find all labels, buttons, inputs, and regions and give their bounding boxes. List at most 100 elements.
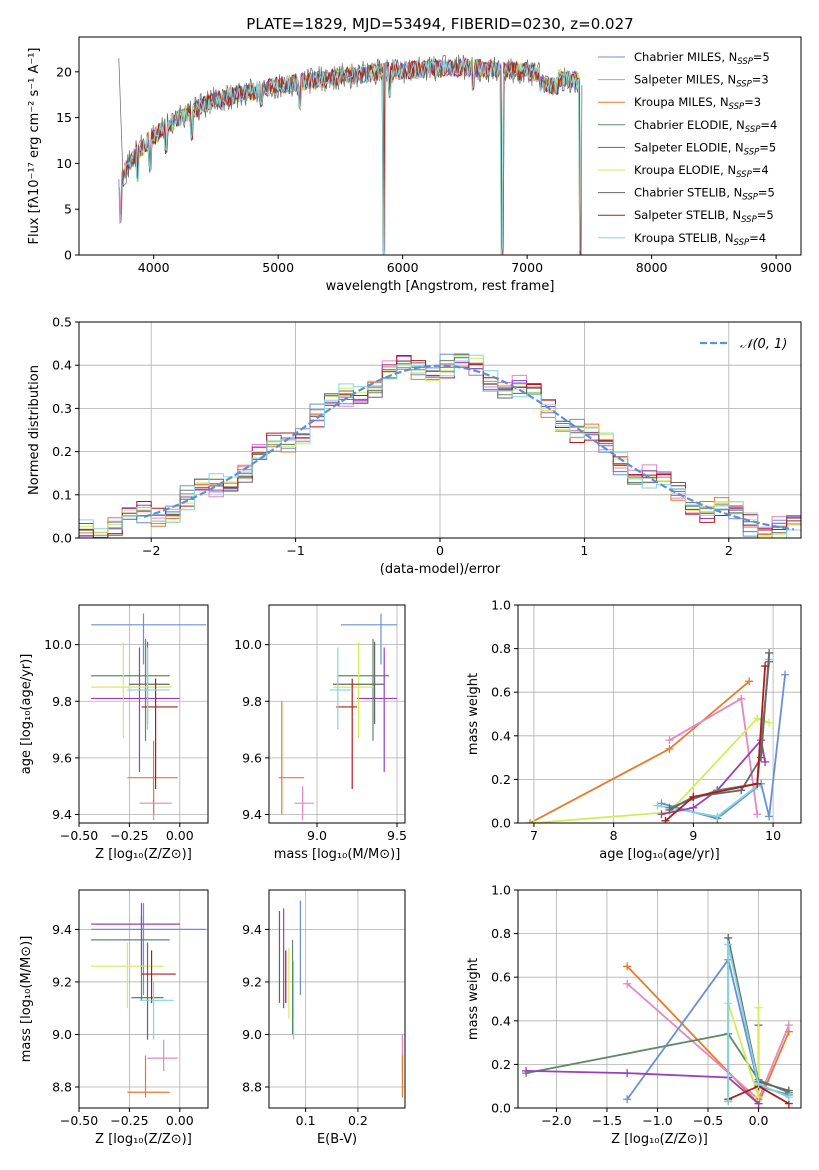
y-axis-label: mass weight	[466, 673, 481, 755]
y-tick-label: 0.2	[491, 772, 511, 787]
x-tick-label: 8	[610, 828, 618, 843]
marker	[529, 819, 538, 823]
marker	[724, 1097, 733, 1106]
x-tick-label: 0.2	[348, 1113, 368, 1128]
y-tick-label: 9.4	[242, 807, 262, 822]
marker	[753, 714, 762, 723]
y-tick-label: 9.8	[52, 694, 72, 709]
spectrum-line-salpeter-stelib	[123, 57, 581, 255]
weight-line-salpeter-stelib	[661, 662, 770, 823]
marker	[623, 979, 632, 988]
plot-area	[91, 613, 206, 821]
legend-label: Chabrier ELODIE, NSSP=4	[634, 118, 777, 135]
x-axis-label: (data-model)/error	[380, 562, 501, 577]
x-tick-label: −2	[142, 543, 160, 558]
errorbar-salpeter-miles	[147, 1039, 178, 1072]
errorbar-salpeter-stelib	[141, 950, 176, 1003]
marker	[753, 810, 762, 819]
plot-area	[79, 353, 801, 538]
x-tick-label: 4000	[138, 260, 170, 275]
y-tick-label: 1.0	[491, 883, 511, 898]
panel-mass_vs_Z: −0.50 −0.25 0.00 8.8 9.0 9.2 9.4 Z [log₁₀(Z/Z⊙)…	[19, 889, 209, 1147]
panel-age_vs_mass: 9.0 9.5 9.4 9.6 9.8 10.0 mass [log₁₀(M/M⊙)]	[234, 604, 407, 862]
marker	[623, 1069, 632, 1078]
axes-frame	[268, 889, 406, 1109]
x-tick-label: −0.25	[110, 828, 148, 843]
errorbar-salpeter-miles	[139, 786, 172, 821]
legend-label: Kroupa ELODIE, NSSP=4	[634, 163, 769, 180]
x-tick-label: −0.50	[60, 828, 98, 843]
panel-weight_vs_Z: −2.0 −1.5 −1.0 −0.5 0.0 0.0 0.2 0.4 0.6 0.8 1.0 Z […	[466, 883, 802, 1147]
legend-label: 𝒩(0, 1)	[740, 337, 787, 352]
y-tick-label: 0.8	[491, 926, 511, 941]
y-axis-label: mass [log₁₀(M/M⊙)]	[19, 936, 34, 1063]
y-tick-label: 9.6	[52, 750, 72, 765]
y-tick-label: 9.0	[52, 1027, 72, 1042]
panel-spectrum: 4000 5000 6000 7000 8000 9000 0 5 10 15 20 waveleng…	[27, 36, 802, 294]
marker	[689, 803, 698, 812]
errorbar-chabrier-miles	[91, 903, 206, 996]
marker	[665, 744, 674, 753]
x-tick-label: 6000	[387, 260, 419, 275]
axes-frame	[268, 604, 406, 824]
y-tick-label: 9.4	[52, 807, 72, 822]
panel-mass_vs_ebv: 0.1 0.2 8.8 9.0 9.2 9.4 E(B-V)	[242, 889, 406, 1147]
legend-label: Salpeter MILES, NSSP=3	[634, 73, 769, 90]
marker	[781, 670, 790, 679]
x-tick-label: −1.0	[642, 1113, 672, 1128]
panel-residuals: −2 −1 0 1 2 0.0 0.1 0.2 0.3 0.4 0.5 (data-model)/er…	[27, 315, 802, 577]
errorbar-kroupa-elodie	[91, 942, 164, 1009]
marker	[713, 812, 722, 821]
y-tick-label: 0.3	[52, 401, 72, 416]
x-axis-label: wavelength [Angstrom, rest frame]	[326, 279, 555, 294]
x-tick-label: 5000	[262, 260, 294, 275]
y-tick-label: 0	[64, 248, 72, 263]
legend-label: Kroupa STELIB, NSSP=4	[634, 231, 766, 248]
x-tick-label: 9000	[760, 260, 792, 275]
legend-label: Salpeter STELIB, NSSP=5	[634, 208, 774, 225]
marker	[724, 940, 733, 949]
errorbar-chabrier-stelib	[131, 942, 164, 1040]
y-tick-label: 0.0	[52, 531, 72, 546]
marker	[522, 1066, 531, 1075]
y-tick-label: 9.4	[242, 922, 262, 937]
y-tick-label: 0.4	[491, 1013, 511, 1028]
plot-area	[278, 613, 397, 821]
marker	[761, 662, 770, 671]
marker	[661, 816, 670, 823]
plot-area	[118, 54, 583, 255]
y-tick-label: 1.0	[491, 598, 511, 613]
x-axis-label: E(B-V)	[317, 1132, 357, 1147]
marker	[765, 648, 774, 657]
marker	[665, 805, 674, 814]
marker	[653, 801, 662, 810]
errorbar-chabrier-stelib	[333, 641, 385, 724]
y-tick-label: 10.0	[234, 637, 262, 652]
y-tick-label: 9.6	[242, 750, 262, 765]
x-axis-label: Z [log₁₀(Z/Z⊙)]	[95, 847, 192, 862]
marker	[657, 810, 666, 819]
x-tick-label: 0	[436, 543, 444, 558]
marker	[525, 819, 534, 823]
x-axis-label: mass [log₁₀(M/M⊙)]	[274, 847, 401, 862]
spectrum-line-kroupa-elodie	[122, 59, 581, 255]
errorbar-chabrier-stelib	[129, 641, 170, 724]
x-tick-label: −0.5	[693, 1113, 723, 1128]
x-tick-label: −2.0	[541, 1113, 571, 1128]
marker	[761, 757, 770, 766]
plot-area	[522, 933, 793, 1108]
x-tick-label: −0.50	[60, 1113, 98, 1128]
marker	[765, 812, 774, 821]
legend-label: Chabrier MILES, NSSP=5	[634, 50, 770, 67]
y-axis-label: Normed distribution	[27, 365, 42, 495]
errorbar-salpeter-elodie	[91, 903, 180, 969]
y-axis-label: mass weight	[466, 958, 481, 1040]
x-tick-label: 1	[580, 543, 588, 558]
errorbar-kroupa-elodie	[91, 641, 172, 739]
x-tick-label: −1.5	[592, 1113, 622, 1128]
axes-frame	[517, 604, 802, 824]
weight-line-kroupa-stelib	[724, 940, 793, 1106]
y-tick-label: 9.2	[242, 974, 262, 989]
x-tick-label: 7	[530, 828, 538, 843]
errorbar-chabrier-elodie	[337, 638, 389, 741]
